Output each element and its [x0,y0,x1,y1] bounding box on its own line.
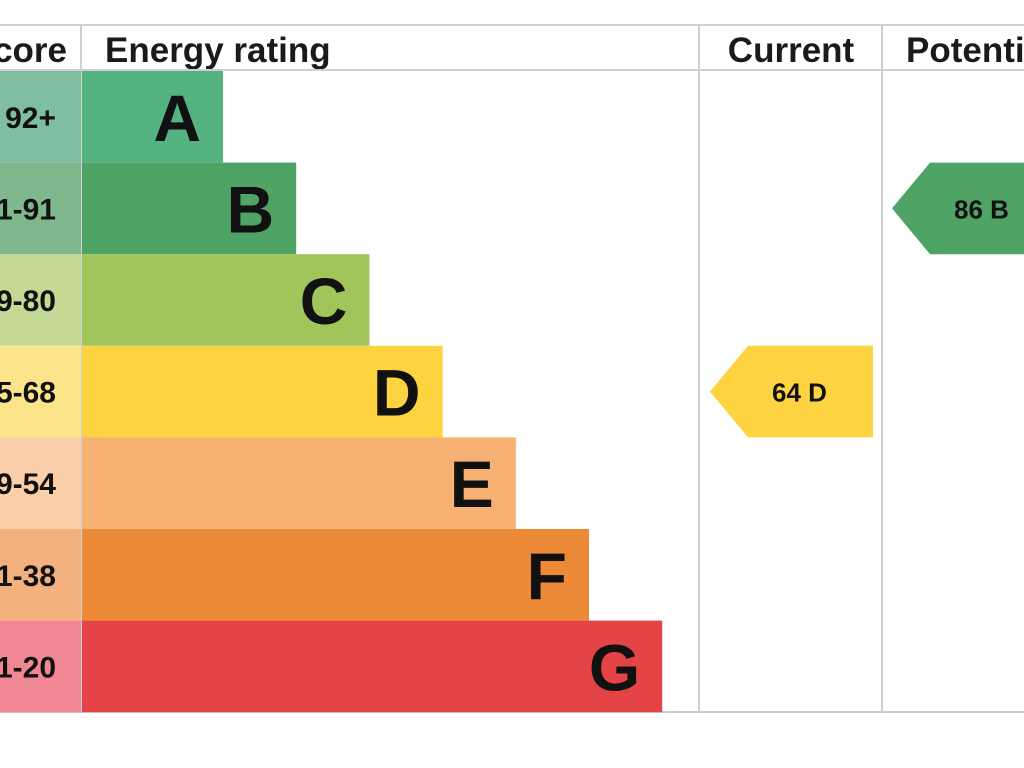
potential-rating-label: 86 B [954,194,1009,224]
score-column-header: Score [0,31,67,70]
score-cell-f [0,529,81,621]
rating-bar-d [82,345,443,438]
rating-letter-f: F [527,539,567,613]
rating-bar-a [82,71,223,163]
energy-rating-column-header: Energy rating [105,31,331,70]
current-column-header: Current [728,31,855,70]
current-rating-arrow [710,345,873,438]
score-cell-g [0,620,81,713]
rating-bar-e [82,437,516,529]
score-range-g: 1-20 [0,651,56,684]
score-cell-b [0,162,81,255]
score-range-e: 39-54 [0,468,56,501]
score-range-b: 81-91 [0,193,56,226]
rating-indicators: 64 D 86 B [710,162,1024,438]
potential-rating-arrow [892,162,1024,255]
rating-letter-b: B [227,172,275,246]
rating-letter-e: E [450,447,494,521]
score-range-f: 21-38 [0,560,56,593]
rating-bar-b [82,162,297,255]
score-cell-d [0,345,81,438]
rating-bar-c [82,254,370,346]
rating-letter-d: D [373,356,421,430]
score-range-a: 92+ [5,102,56,135]
rating-bands: 92+ A 81-91 B 69-80 C 55-68 D 39-54 E 21-38 F 1-20 G [0,71,663,713]
score-range-d: 55-68 [0,377,56,410]
rating-bar-g [82,620,663,713]
score-cell-c [0,254,81,346]
score-range-c: 69-80 [0,285,56,318]
rating-bar-f [82,529,589,621]
score-cell-a [0,71,81,163]
rating-letter-c: C [300,264,348,338]
potential-column-header: Potential [906,31,1024,70]
rating-letter-g: G [589,630,640,704]
rating-letter-a: A [153,81,201,155]
current-rating-label: 64 D [772,378,827,408]
score-cell-e [0,437,81,529]
